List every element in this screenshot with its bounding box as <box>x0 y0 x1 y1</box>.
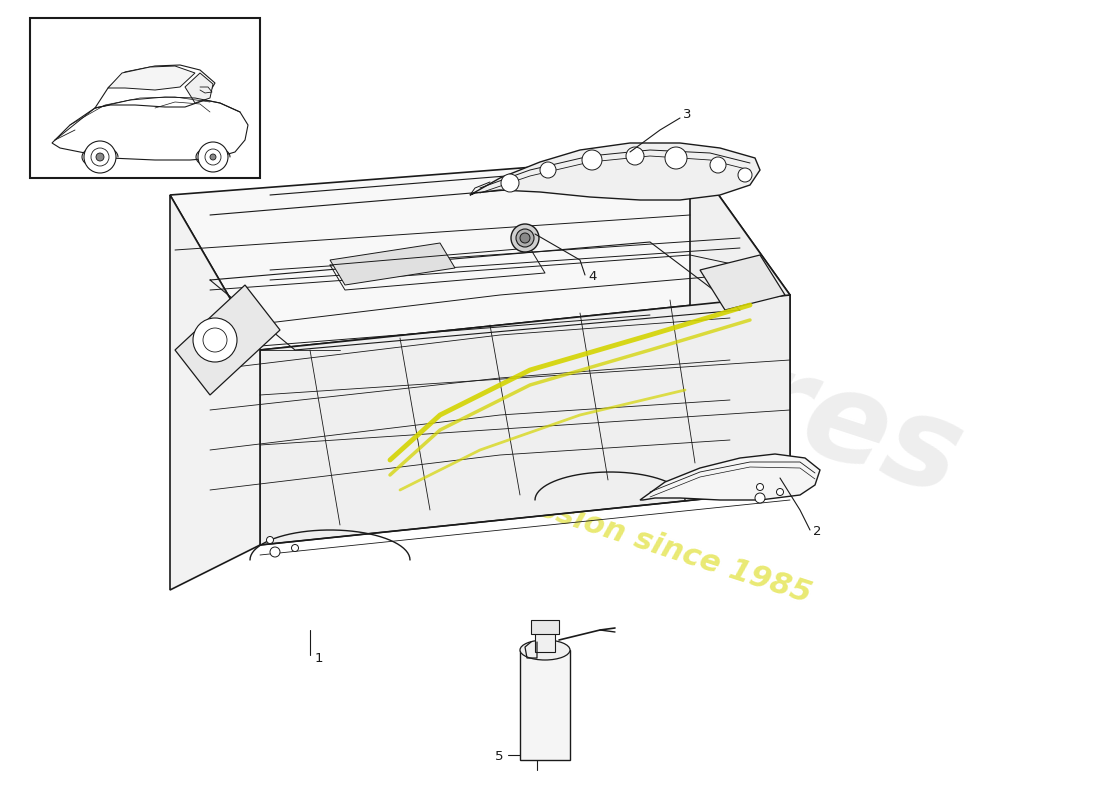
Polygon shape <box>640 454 820 500</box>
Circle shape <box>626 147 644 165</box>
Circle shape <box>755 493 764 503</box>
Circle shape <box>266 537 274 543</box>
Circle shape <box>270 547 280 557</box>
Polygon shape <box>330 243 455 285</box>
Circle shape <box>710 157 726 173</box>
Polygon shape <box>185 73 213 103</box>
Circle shape <box>84 141 116 173</box>
Circle shape <box>516 229 534 247</box>
Circle shape <box>91 148 109 166</box>
Circle shape <box>757 483 763 490</box>
Bar <box>535 630 556 652</box>
Circle shape <box>520 233 530 243</box>
Polygon shape <box>260 295 790 545</box>
Circle shape <box>666 147 688 169</box>
Polygon shape <box>95 65 214 108</box>
Text: 5: 5 <box>495 750 504 763</box>
Circle shape <box>210 154 216 160</box>
Circle shape <box>205 149 221 165</box>
Polygon shape <box>700 255 785 310</box>
Circle shape <box>292 545 298 551</box>
Text: 3: 3 <box>683 108 692 121</box>
Polygon shape <box>470 143 760 200</box>
Circle shape <box>500 174 519 192</box>
Circle shape <box>777 489 783 495</box>
Polygon shape <box>170 155 790 350</box>
Bar <box>531 620 559 634</box>
Polygon shape <box>52 97 248 160</box>
Text: 1: 1 <box>315 652 323 665</box>
Polygon shape <box>108 66 195 90</box>
Text: 4: 4 <box>588 270 596 283</box>
Text: 2: 2 <box>813 525 822 538</box>
Circle shape <box>738 168 752 182</box>
Circle shape <box>204 328 227 352</box>
Circle shape <box>198 142 228 172</box>
Polygon shape <box>170 195 260 590</box>
Circle shape <box>192 318 236 362</box>
Text: eurores: eurores <box>424 238 977 522</box>
Text: a passion since 1985: a passion since 1985 <box>465 470 815 610</box>
Polygon shape <box>690 155 790 490</box>
Bar <box>520 650 570 760</box>
Ellipse shape <box>520 640 570 660</box>
Polygon shape <box>175 285 280 395</box>
Bar <box>30 18 260 178</box>
Circle shape <box>540 162 556 178</box>
Circle shape <box>512 224 539 252</box>
Circle shape <box>582 150 602 170</box>
Circle shape <box>96 153 104 161</box>
